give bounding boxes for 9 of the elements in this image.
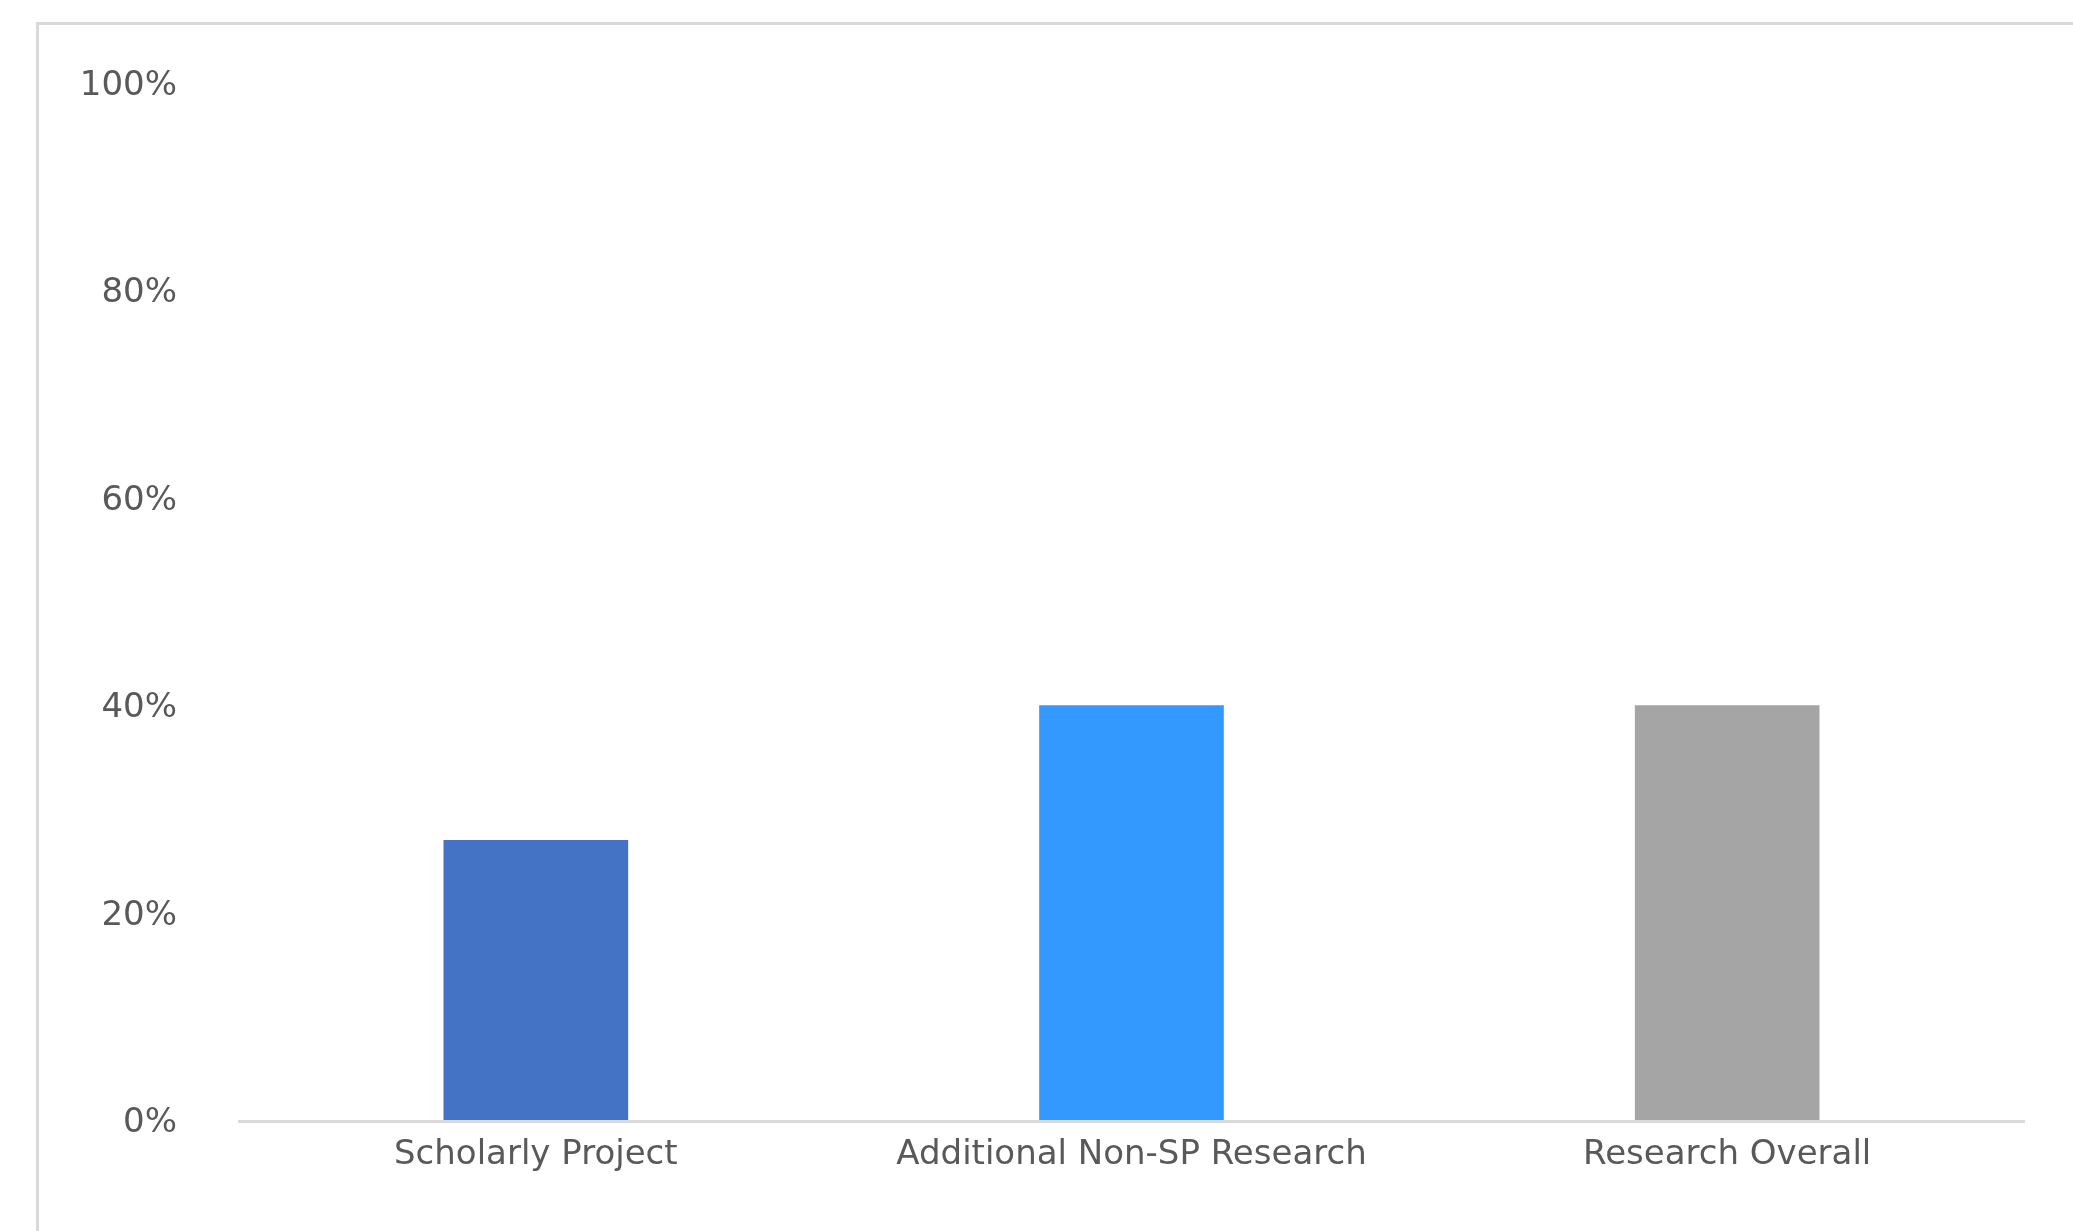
x-tick-label: Scholarly Project xyxy=(394,1131,678,1172)
y-tick-label: 20% xyxy=(101,892,177,933)
y-tick-label: 80% xyxy=(101,270,177,311)
x-tick-label: Additional Non-SP Research xyxy=(896,1131,1367,1172)
y-tick-label: 0% xyxy=(123,1099,177,1140)
y-tick-label: 40% xyxy=(101,685,177,726)
x-tick-label: Research Overall xyxy=(1583,1131,1872,1172)
y-tick-label: 60% xyxy=(101,477,177,518)
y-tick-label: 100% xyxy=(79,62,177,103)
